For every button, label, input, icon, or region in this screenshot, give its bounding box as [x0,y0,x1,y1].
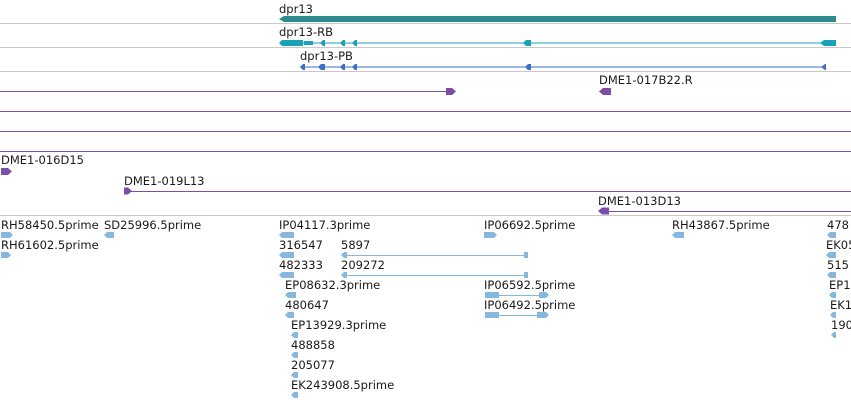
est-feature[interactable] [537,312,549,318]
gene-label: dpr13 [279,2,313,16]
est-label: EP13929.3prime [291,318,386,332]
transcript-rb-exon[interactable] [304,41,313,45]
transcript-pb-exon[interactable] [300,64,305,70]
est-label: 190 [831,318,851,332]
est-feature[interactable] [485,312,499,318]
transcript-pb-exon[interactable] [821,64,826,70]
bac-end-marker[interactable] [598,207,609,215]
est-label: 209272 [341,258,385,272]
est-label: 205077 [291,358,335,372]
est-feature[interactable] [291,392,298,398]
transcript-pb-exon[interactable] [340,64,345,70]
est-feature[interactable] [827,232,836,238]
transcript-rb-exon[interactable] [279,40,303,46]
transcript-pb-exon[interactable] [525,64,531,70]
bac-end-marker[interactable] [599,88,611,95]
est-feature[interactable] [291,332,298,338]
est-feature[interactable] [291,352,298,358]
transcript-pb-exon[interactable] [318,64,325,70]
est-feature[interactable] [279,232,294,238]
est-feature[interactable] [279,252,294,258]
est-feature[interactable] [826,252,836,258]
est-feature[interactable] [539,292,549,298]
est-label: SD25996.5prime [104,218,201,232]
transcript-rb-exon[interactable] [320,40,325,46]
transcript-rb-exon[interactable] [352,40,357,46]
est-label: 482333 [279,258,323,272]
bac-label: DME1-013D13 [598,194,681,208]
est-label: IP04117.3prime [279,218,370,232]
transcript-rb-exon[interactable] [820,40,836,46]
est-track[interactable]: RH58450.5prime SD25996.5prime RH61602.5p… [1,218,851,398]
est-label: IP06592.5prime [484,278,575,292]
transcript-rb-track[interactable]: dpr13-RB [279,25,836,46]
bac-end-marker[interactable] [1,168,12,175]
bac-label: DME1-019L13 [124,174,205,188]
est-label: EK1 [830,298,851,312]
transcript-rb-label: dpr13-RB [279,25,333,39]
est-label: 316547 [279,238,323,252]
est-feature[interactable] [279,272,294,278]
est-label: 480647 [285,298,329,312]
est-feature[interactable] [484,232,497,238]
transcript-rb-exon[interactable] [340,40,345,46]
est-feature[interactable] [341,252,347,258]
bac-end-marker[interactable] [446,88,456,95]
est-feature[interactable] [524,252,528,258]
est-label: EP08632.3prime [285,278,380,292]
est-label: EK243908.5prime [291,378,394,392]
est-label: IP06692.5prime [484,218,575,232]
est-feature[interactable] [1,252,11,258]
transcript-pb-label: dpr13-PB [300,49,353,63]
transcript-rb-exon[interactable] [523,40,531,46]
est-feature[interactable] [672,232,684,238]
est-feature[interactable] [291,372,298,378]
est-label: RH61602.5prime [1,238,99,252]
bac-label: DME1-016D15 [1,153,84,167]
est-feature[interactable] [524,272,528,278]
est-feature[interactable] [341,272,347,278]
est-feature[interactable] [285,312,294,318]
bac-label: DME1-017B22.R [599,73,693,87]
est-label: RH58450.5prime [1,218,99,232]
bac-track[interactable]: DME1-017B22.R DME1-016D15 DME1-019L13 DM… [0,73,851,215]
est-label: EP1 [829,278,851,292]
gene-feature[interactable] [279,16,836,22]
est-feature[interactable] [485,292,499,298]
est-label: RH43867.5prime [672,218,770,232]
est-feature[interactable] [830,312,836,318]
est-feature[interactable] [827,272,836,278]
est-feature[interactable] [1,232,13,238]
track-separators [0,23,851,216]
est-label: IP06492.5prime [484,298,575,312]
est-feature[interactable] [829,292,836,298]
gene-track[interactable]: dpr13 [279,2,836,22]
transcript-pb-track[interactable]: dpr13-PB [300,49,826,70]
est-feature[interactable] [285,292,296,298]
est-label: 488858 [291,338,335,352]
est-label: 515 [827,258,849,272]
est-label: 5897 [341,238,370,252]
transcript-pb-exon[interactable] [352,64,357,70]
est-feature[interactable] [104,232,114,238]
est-feature[interactable] [831,332,836,338]
est-label: 478 [827,218,849,232]
